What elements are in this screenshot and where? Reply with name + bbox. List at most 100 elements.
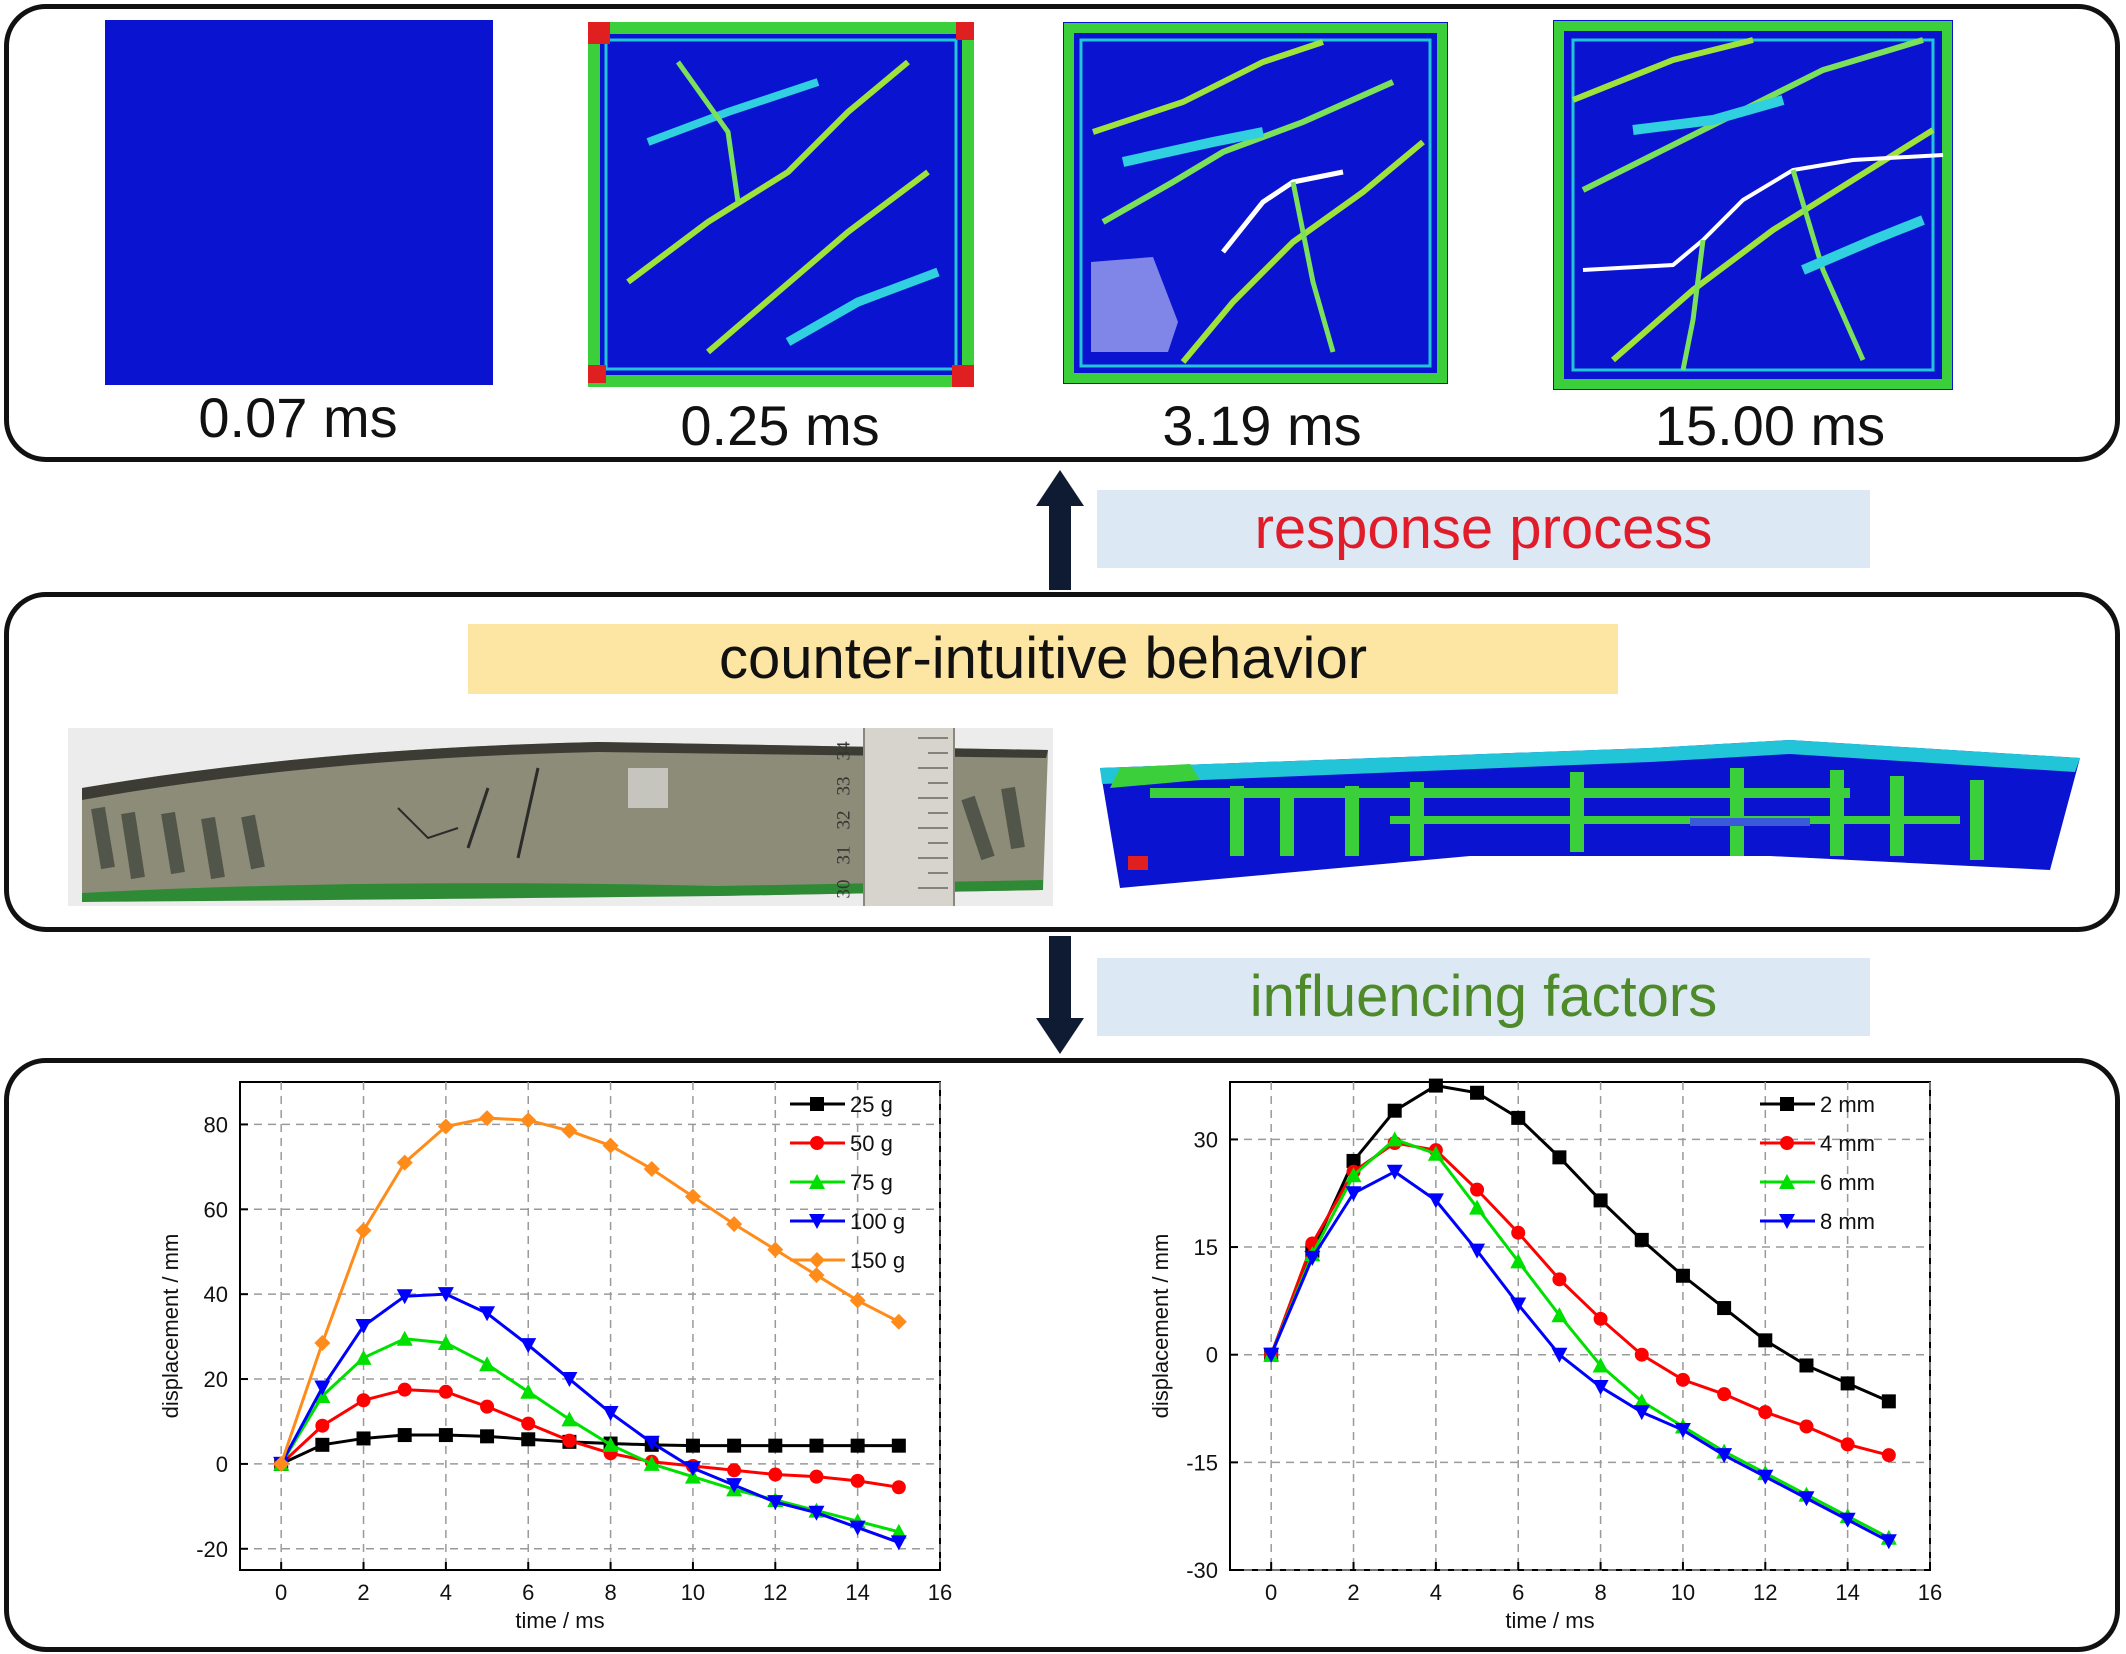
data-point [479,1110,496,1127]
snapshot-image [588,22,974,387]
x-tick-label: 16 [928,1580,952,1605]
data-point [479,1306,496,1322]
x-tick-label: 2 [1347,1580,1359,1605]
series-8mm [1263,1164,1897,1550]
data-point [437,1287,454,1303]
legend-label: 150 g [850,1248,905,1273]
data-point [396,1330,413,1346]
y-tick-label: -20 [196,1537,228,1562]
series-100g [273,1287,907,1551]
x-tick-label: 0 [1265,1580,1277,1605]
data-point [480,1399,495,1414]
data-point [1304,1250,1321,1266]
data-point [1634,1232,1649,1247]
series-line [279,1116,900,1465]
x-axis-label: time / ms [1505,1608,1594,1633]
data-point [849,1292,866,1309]
x-tick-label: 14 [1835,1580,1859,1605]
ruler-mark: 34 [833,741,854,761]
data-point [643,1455,660,1471]
data-point [684,1188,701,1205]
grid [1230,1082,1931,1571]
chart-thickness: 0 2 4 6 8 10 12 14 16 -30 -15 0 15 30 time / ms displac… [1148,1078,1942,1633]
data-point [1346,1153,1361,1168]
data-point [1345,1167,1362,1183]
data-point [768,1467,783,1482]
snapshot-label: 3.19 ms [1162,394,1362,457]
data-point [315,1437,330,1452]
legend-marker [809,1214,825,1229]
ruler-mark: 32 [833,810,854,830]
data-point [314,1334,331,1351]
influencing-factors-banner: influencing factors [1097,958,1870,1036]
series-150g [273,1110,907,1472]
data-point [355,1222,372,1239]
data-point [643,1435,660,1451]
data-point [602,1436,619,1452]
x-tick-label: 4 [1430,1580,1442,1605]
data-point [768,1438,783,1453]
series-line [1269,1084,1890,1403]
data-point [849,1520,866,1536]
y-tick-label: -15 [1186,1450,1218,1475]
data-point [1839,1512,1856,1528]
arrow-shaft [1049,500,1071,590]
data-point [1387,1103,1402,1118]
data-point [1592,1380,1609,1395]
data-point [1675,1372,1690,1387]
response-process-banner: response process [1097,490,1870,568]
data-point [767,1241,784,1258]
data-point [520,1112,537,1129]
legend-label: 8 mm [1820,1209,1875,1234]
data-point [850,1438,865,1453]
data-point [767,1495,784,1511]
x-tick-label: 12 [1753,1580,1777,1605]
y-axis-label: displacement / mm [158,1234,183,1419]
data-point [809,1469,824,1484]
legend-label: 75 g [850,1170,893,1195]
data-point [891,1480,906,1495]
legend-label: 2 mm [1820,1092,1875,1117]
data-point [1427,1145,1444,1161]
data-point [438,1428,453,1443]
data-point [1717,1387,1732,1402]
x-tick-label: 10 [681,1580,705,1605]
data-point [891,1438,906,1453]
snapshot-image [105,20,493,385]
data-point [437,1118,454,1135]
y-tick-label: 30 [1194,1127,1218,1152]
x-tick-label: 12 [763,1580,787,1605]
x-axis-label: time / ms [515,1608,604,1633]
data-point [397,1382,412,1397]
simulated-slab-image [1100,740,2080,888]
data-point [1717,1301,1732,1316]
data-point [1633,1393,1650,1409]
data-point [355,1319,372,1334]
legend-label: 100 g [850,1209,905,1234]
data-point [480,1429,495,1444]
data-point [808,1505,825,1521]
data-point [1758,1405,1773,1420]
data-point [438,1384,453,1399]
data-point [1593,1311,1608,1326]
data-point [850,1473,865,1488]
legend-marker [1780,1097,1794,1111]
series-line [279,1337,900,1534]
grid [240,1082,941,1570]
snapshot-label: 15.00 ms [1654,394,1886,457]
legend-marker [809,1252,825,1268]
specimen-photo-image [68,728,1053,906]
y-tick-label: 40 [204,1282,228,1307]
data-point [521,1416,536,1431]
data-point [1470,1182,1485,1197]
x-tick-label: 14 [845,1580,869,1605]
data-point [1511,1110,1526,1125]
counter-intuitive-banner: counter-intuitive behavior [468,624,1618,694]
snapshot-image [1063,22,1448,384]
series-line [1269,1169,1890,1543]
y-tick-label: 80 [204,1112,228,1137]
data-point [1469,1199,1486,1215]
x-tick-label: 10 [1671,1580,1695,1605]
y-tick-label: 20 [204,1367,228,1392]
ruler-mark: 31 [833,845,854,864]
